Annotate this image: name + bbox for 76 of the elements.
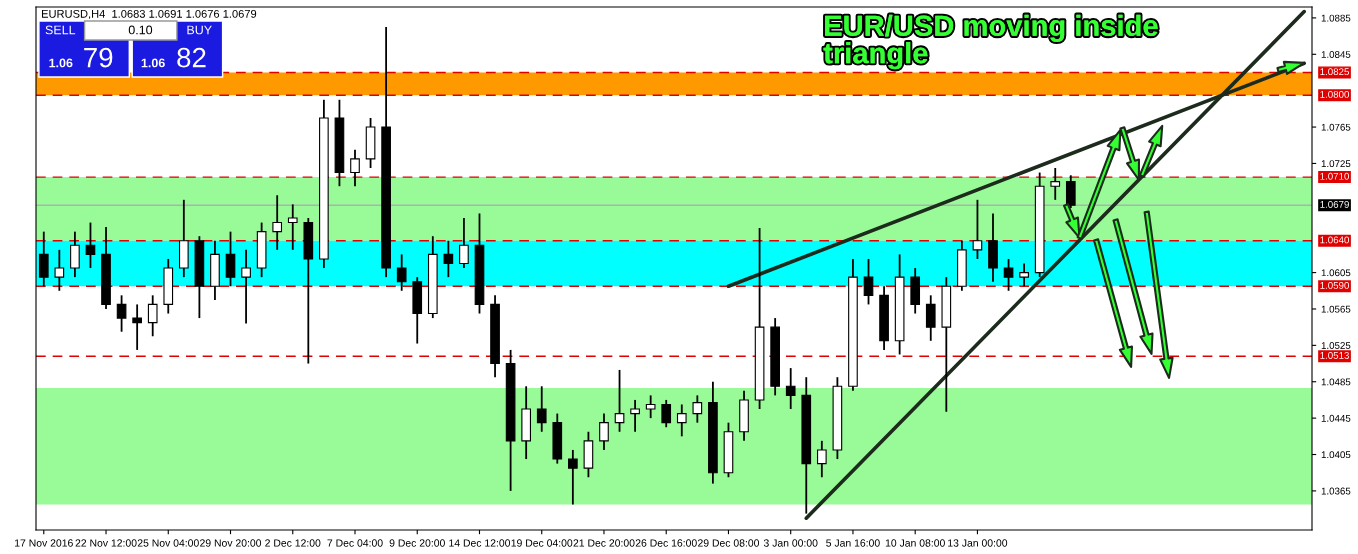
x-tick-label: 22 Nov 12:00: [75, 539, 137, 547]
candlestick: [287, 203, 298, 251]
y-tick-label: 1.0405: [1321, 451, 1351, 459]
x-tick-label: 29 Nov 20:00: [200, 539, 262, 547]
y-tick-label: 1.0845: [1321, 51, 1351, 58]
candlestick: [568, 449, 578, 506]
candlestick: [536, 385, 547, 433]
candlestick: [785, 367, 796, 410]
candlestick: [459, 217, 469, 269]
x-tick-label: 25 Nov 04:00: [137, 539, 199, 547]
candlestick: [599, 412, 609, 451]
candlestick: [863, 258, 874, 306]
ref-line-label: 1.0710: [1320, 172, 1350, 180]
candlestick: [614, 369, 625, 433]
candlestick: [692, 394, 703, 424]
annotation: 79: [84, 47, 113, 68]
x-tick-label: 17 Nov 2016: [15, 539, 73, 547]
y-tick-label: 1.0765: [1321, 123, 1351, 131]
candlestick: [38, 230, 49, 288]
candlestick: [925, 294, 936, 342]
annotation: BUY: [187, 25, 212, 35]
candlestick: [816, 439, 827, 479]
annotation: EUR/USD moving inside triangle: [823, 14, 1158, 70]
x-tick-label: 7 Dec 04:00: [327, 539, 383, 547]
candlestick: [661, 399, 672, 429]
annotation: SELL: [45, 25, 76, 35]
candlestick: [1065, 174, 1076, 209]
ref-line-label: 1.0590: [1320, 281, 1350, 289]
x-tick-label: 10 Jan 08:00: [885, 539, 945, 547]
ref-line-label: 1.0640: [1320, 236, 1350, 244]
ref-line-label: 1.0825: [1320, 68, 1349, 76]
candlestick: [645, 394, 656, 420]
candlestick: [54, 248, 65, 292]
x-tick-label: 3 Jan 00:00: [763, 539, 818, 547]
chart-title: EURUSD,H4 1.0683 1.0691 1.0676 1.0679: [42, 9, 257, 20]
y-tick-label: 1.0605: [1321, 269, 1351, 277]
candlestick: [241, 248, 251, 325]
x-tick-label: 13 Jan 00:00: [948, 539, 1008, 547]
ref-line-label: 1.0513: [1320, 352, 1349, 359]
candlestick: [972, 198, 983, 260]
candlestick: [1050, 167, 1061, 201]
candlestick: [85, 221, 96, 269]
annotation: 82: [177, 47, 206, 68]
x-tick-label: 29 Dec 08:00: [698, 539, 760, 547]
candlestick: [396, 253, 407, 292]
annotation: 1.06: [141, 58, 165, 68]
ref-line-label: 1.0800: [1320, 90, 1350, 98]
candlestick: [272, 194, 283, 251]
candlestick: [225, 230, 236, 288]
candlestick: [676, 403, 687, 438]
annotation: 0.10: [128, 25, 153, 35]
y-tick-label: 1.0485: [1321, 378, 1351, 386]
x-tick-label: 26 Dec 16:00: [635, 539, 697, 547]
candlestick: [147, 294, 158, 338]
x-tick-label: 2 Dec 12:00: [265, 539, 321, 547]
y-tick-label: 1.0725: [1321, 160, 1351, 168]
y-tick-label: 1.0885: [1321, 14, 1351, 22]
candlestick: [350, 148, 360, 188]
x-tick-label: 19 Dec 04:00: [511, 539, 573, 547]
x-tick-label: 9 Dec 20:00: [389, 539, 445, 547]
y-tick-label: 1.0445: [1321, 414, 1351, 422]
y-tick-label: 1.0565: [1321, 305, 1351, 313]
annotation: 1.06: [49, 58, 73, 68]
x-tick-label: 5 Jan 16:00: [826, 539, 880, 547]
x-tick-label: 14 Dec 12:00: [449, 539, 511, 547]
y-tick-label: 1.0365: [1321, 487, 1351, 495]
x-tick-label: 21 Dec 20:00: [573, 539, 635, 547]
candlestick: [630, 399, 640, 433]
candlestick: [132, 303, 142, 351]
candlestick: [116, 294, 127, 333]
candlestick: [443, 239, 454, 279]
candlestick: [70, 230, 80, 279]
candlestick: [1019, 262, 1029, 288]
y-tick-label: 1.0525: [1321, 342, 1351, 349]
candlestick: [1003, 258, 1014, 292]
ref-line-label: 1.0679: [1320, 201, 1349, 208]
